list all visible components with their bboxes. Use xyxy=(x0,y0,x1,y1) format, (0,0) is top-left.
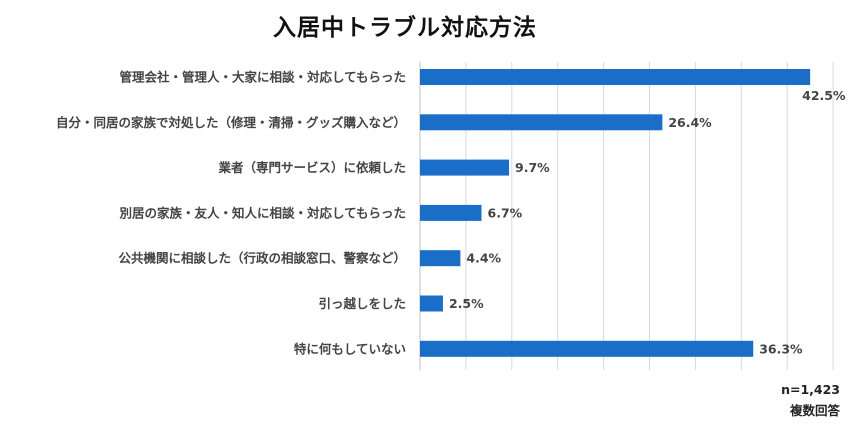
multiple-answer-note: 複数回答 xyxy=(789,403,840,418)
bar xyxy=(420,295,443,312)
bar xyxy=(420,204,482,221)
category-labels: 管理会社・管理人・大家に相談・対応してもらった自分・同居の家族で対処した（修理・… xyxy=(56,70,406,357)
category-label: 特に何もしていない xyxy=(294,341,406,356)
value-label: 26.4% xyxy=(668,115,712,130)
value-label: 2.5% xyxy=(449,296,484,311)
value-label: 42.5% xyxy=(802,88,846,103)
value-label: 9.7% xyxy=(515,160,550,175)
value-label: 6.7% xyxy=(488,205,523,220)
value-label: 4.4% xyxy=(466,251,501,266)
category-label: 公共機関に相談した（行政の相談窓口、警察など） xyxy=(118,251,406,266)
bar xyxy=(420,340,754,357)
value-label: 36.3% xyxy=(759,341,803,356)
bar xyxy=(420,250,461,267)
bar xyxy=(420,114,663,131)
gridlines xyxy=(419,62,834,370)
value-labels: 42.5% 26.4% 9.7% 6.7% 4.4% 2.5% 36.3% xyxy=(449,88,846,356)
chart-title: 入居中トラブル対応方法 xyxy=(273,15,537,41)
category-label: 管理会社・管理人・大家に相談・対応してもらった xyxy=(119,70,406,85)
category-label: 別居の家族・友人・知人に相談・対応してもらった xyxy=(118,205,406,220)
sample-size-note: n=1,423 xyxy=(781,382,840,397)
category-label: 業者（専門サービス）に依頼した xyxy=(217,160,406,175)
category-label: 引っ越しをした xyxy=(318,296,406,311)
bar xyxy=(420,69,811,85)
category-label: 自分・同居の家族で対処した（修理・清掃・グッズ購入など） xyxy=(56,115,406,130)
bar xyxy=(420,159,510,176)
bars xyxy=(420,69,811,357)
